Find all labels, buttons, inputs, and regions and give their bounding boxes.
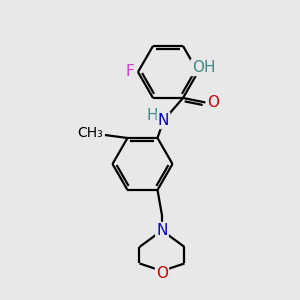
- Text: O: O: [156, 266, 168, 281]
- Text: F: F: [125, 64, 134, 80]
- Text: N: N: [158, 113, 169, 128]
- Text: OH: OH: [192, 60, 215, 75]
- Text: N: N: [156, 223, 168, 238]
- Text: H: H: [146, 108, 158, 123]
- Text: CH₃: CH₃: [77, 126, 103, 140]
- Text: O: O: [207, 95, 219, 110]
